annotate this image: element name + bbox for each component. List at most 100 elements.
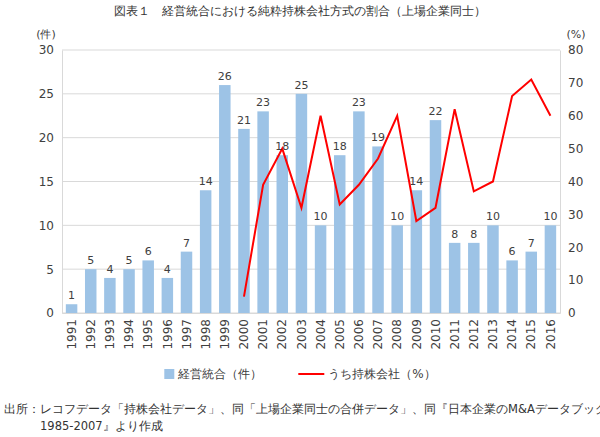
line — [244, 80, 550, 297]
bar — [277, 155, 288, 313]
tick: 60 — [560, 109, 583, 123]
data-label: 10 — [390, 210, 404, 223]
bar — [506, 260, 517, 313]
data-label: 10 — [486, 210, 500, 223]
tick-label: 1999 — [218, 319, 232, 350]
tick-label: 2010 — [429, 319, 443, 350]
tick: 2010 — [429, 313, 443, 350]
tick-label: 2004 — [314, 319, 328, 350]
tick-label: 0 — [46, 306, 54, 320]
grid-line — [62, 269, 560, 270]
tick: 2013 — [486, 313, 500, 350]
tick-label: 2007 — [371, 319, 385, 350]
tick: 10 — [560, 273, 583, 287]
title: 図表１ 経営統合における純粋持株会社方式の割合（上場企業同士） — [114, 4, 486, 18]
bar — [449, 243, 460, 313]
tick-label: 80 — [568, 43, 583, 57]
bar — [372, 146, 383, 313]
tick-label: 1995 — [141, 319, 155, 350]
y-axis-title: (件) — [36, 28, 56, 41]
data-label: 14 — [199, 175, 213, 188]
bar — [545, 225, 556, 313]
tick-label: 30 — [39, 43, 54, 57]
tick-label: 2002 — [275, 319, 289, 350]
tick-label: 15 — [39, 175, 54, 189]
data-label: 18 — [275, 140, 289, 153]
data-label: 6 — [509, 245, 516, 258]
tick: 2004 — [314, 313, 328, 350]
tick: 2009 — [410, 313, 424, 350]
grid-line — [62, 137, 560, 138]
tick-label: 2016 — [544, 319, 558, 350]
tick: 2007 — [371, 313, 385, 350]
bar — [66, 304, 77, 313]
tick-label: 2014 — [505, 319, 519, 350]
source-note: 出所：レコフデータ「持株会社データ」、同「上場企業同士の合併データ」、同『日本企… — [4, 402, 600, 416]
tick: 25 — [39, 87, 62, 101]
tick: 1999 — [218, 313, 232, 350]
data-labels: 1545647142621231825101823191014228810671… — [68, 70, 557, 302]
plot-marks — [66, 80, 556, 313]
bar — [430, 120, 441, 313]
axis-line — [560, 51, 561, 314]
data-label: 18 — [333, 140, 347, 153]
bar — [468, 243, 479, 313]
bar — [162, 278, 173, 313]
data-label: 10 — [543, 210, 557, 223]
y2-axis-title: (%) — [566, 28, 585, 41]
tick-label: 2001 — [256, 319, 270, 350]
data-label: 25 — [294, 79, 308, 92]
tick-label: 2000 — [237, 319, 251, 350]
tick: 50 — [560, 142, 583, 156]
data-label: 21 — [237, 114, 251, 127]
bar — [104, 278, 115, 313]
tick: 15 — [39, 175, 62, 189]
tick-label: 25 — [39, 87, 54, 101]
y2-axis: 01020304050607080 — [560, 43, 583, 320]
grid-line — [62, 93, 560, 94]
y-axis: 051015202530 — [39, 43, 63, 320]
tick-label: 70 — [568, 76, 583, 90]
tick-label: 2008 — [390, 319, 404, 350]
tick-label: 5 — [46, 263, 54, 277]
tick-label: 1993 — [103, 319, 117, 350]
bar — [181, 252, 192, 313]
tick: 5 — [46, 263, 62, 277]
tick: 30 — [560, 208, 583, 222]
bar — [123, 269, 134, 313]
chart: 図表１ 経営統合における純粋持株会社方式の割合（上場企業同士）154564714… — [0, 0, 600, 437]
bar — [411, 190, 422, 313]
tick-label: 2006 — [352, 319, 366, 350]
data-label: 8 — [470, 228, 477, 241]
tick: 1997 — [180, 313, 194, 350]
tick: 2016 — [544, 313, 558, 350]
axis-line — [62, 51, 63, 314]
bar — [85, 269, 96, 313]
tick-label: 1997 — [180, 319, 194, 350]
tick-label: 20 — [568, 241, 583, 255]
data-label: 8 — [451, 228, 458, 241]
grid-line — [62, 313, 560, 314]
data-label: 7 — [183, 237, 190, 250]
tick-label: 1996 — [161, 319, 175, 350]
tick: 2001 — [256, 313, 270, 350]
data-label: 22 — [429, 105, 443, 118]
tick: 2012 — [467, 313, 481, 350]
data-label: 5 — [126, 254, 133, 267]
axis-line — [63, 313, 561, 314]
data-label: 5 — [87, 254, 94, 267]
bar — [353, 111, 364, 313]
tick-label: 2012 — [467, 319, 481, 350]
tick-label: 2015 — [524, 319, 538, 350]
tick-label: 2003 — [295, 319, 309, 350]
tick-label: 1994 — [122, 319, 136, 350]
bar — [200, 190, 211, 313]
source-note: 1985-2007』より作成 — [40, 419, 163, 433]
tick-label: 1991 — [65, 319, 79, 350]
tick: 2014 — [505, 313, 519, 350]
tick: 30 — [39, 43, 62, 57]
x-axis: 1991199219931994199519961997199819992000… — [63, 313, 561, 350]
tick: 20 — [39, 131, 62, 145]
tick: 1998 — [199, 313, 213, 350]
bar — [315, 225, 326, 313]
